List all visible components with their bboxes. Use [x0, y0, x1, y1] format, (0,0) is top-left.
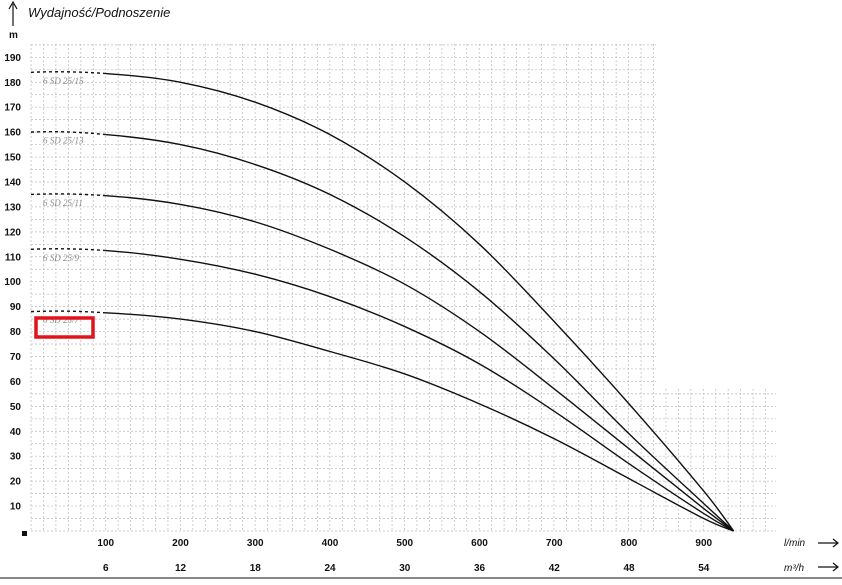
x-tick-label-m3h: 6	[103, 563, 109, 574]
grid	[30, 44, 776, 532]
y-tick-label: 40	[10, 427, 22, 438]
x-tick-label-lmin: 200	[172, 538, 189, 549]
x-tick-label-m3h: 36	[474, 563, 486, 574]
y-tick-label: 90	[10, 302, 22, 313]
x-tick-label-lmin: 700	[546, 538, 563, 549]
chart-title: Wydajność/Podnoszenie	[28, 5, 170, 20]
series-curve-dashed-start	[30, 131, 106, 136]
series-labels: 6 SD 25/15 6 SD 25/13 6 SD 25/11 6 SD 25/9 6…	[43, 76, 84, 325]
y-tick-label: 130	[4, 202, 21, 213]
x-tick-label-m3h: 18	[250, 563, 262, 574]
origin-marker	[22, 531, 27, 536]
series-curve	[105, 133, 735, 532]
series-curve-dashed-start	[30, 248, 106, 252]
series-curve-dashed-start	[30, 310, 106, 314]
x-tick-label-m3h: 30	[399, 563, 411, 574]
y-tick-label: 10	[10, 502, 22, 513]
tick-labels: 10 20 30 40 50 60 70 80 90 100 110 120 130 140 150 160 1…	[4, 53, 712, 574]
y-tick-label: 150	[4, 153, 21, 164]
x-tick-label-lmin: 900	[695, 538, 712, 549]
series-curve	[105, 312, 734, 532]
x-axis-unit-m3h: m³/h	[784, 563, 804, 574]
x-tick-label-m3h: 54	[698, 563, 710, 574]
series-curve-dashed-start	[30, 193, 106, 197]
y-tick-label: 30	[10, 452, 22, 463]
x-tick-label-lmin: 800	[621, 538, 638, 549]
series-curve	[105, 249, 735, 532]
series-label: 6 SD 25/11	[43, 198, 83, 208]
series-curve-dashed-start	[30, 71, 106, 75]
x-tick-label-m3h: 24	[324, 563, 336, 574]
y-tick-label: 60	[10, 377, 22, 388]
y-tick-label: 140	[4, 177, 21, 188]
x-tick-label-m3h: 42	[549, 563, 561, 574]
x-tick-label-m3h: 12	[175, 563, 187, 574]
series-label: 6 SD 25/15	[43, 76, 84, 86]
y-tick-label: 180	[4, 78, 21, 89]
y-tick-label: 50	[10, 402, 22, 413]
x-tick-label-lmin: 600	[471, 538, 488, 549]
y-tick-label: 100	[4, 277, 21, 288]
x-axis-arrow-lmin	[818, 538, 839, 548]
y-tick-label: 120	[4, 227, 21, 238]
series-label: 6 SD 25/7	[43, 315, 80, 325]
y-tick-label: 110	[5, 252, 22, 263]
highlight-box	[34, 316, 95, 339]
series-label: 6 SD 25/13	[43, 136, 84, 146]
x-tick-label-m3h: 48	[623, 563, 635, 574]
x-tick-label-lmin: 300	[247, 538, 264, 549]
series-curve	[105, 72, 735, 532]
x-tick-label-lmin: 400	[322, 538, 339, 549]
y-tick-label: 20	[10, 477, 22, 488]
x-tick-label-lmin: 500	[396, 538, 413, 549]
y-tick-label: 70	[10, 352, 22, 363]
series-label: 6 SD 25/9	[43, 253, 80, 263]
x-axis-unit-lmin: l/min	[784, 538, 806, 549]
x-axis-arrow-m3h	[818, 562, 839, 572]
curves	[30, 71, 735, 532]
y-tick-label: 190	[4, 53, 21, 64]
y-axis-unit: m	[9, 30, 18, 41]
x-tick-label-lmin: 100	[97, 538, 114, 549]
series-curve	[105, 194, 735, 532]
y-tick-label: 160	[4, 128, 21, 139]
y-tick-label: 170	[4, 103, 21, 114]
y-tick-label: 80	[10, 327, 22, 338]
y-axis-arrow-head	[8, 0, 18, 10]
